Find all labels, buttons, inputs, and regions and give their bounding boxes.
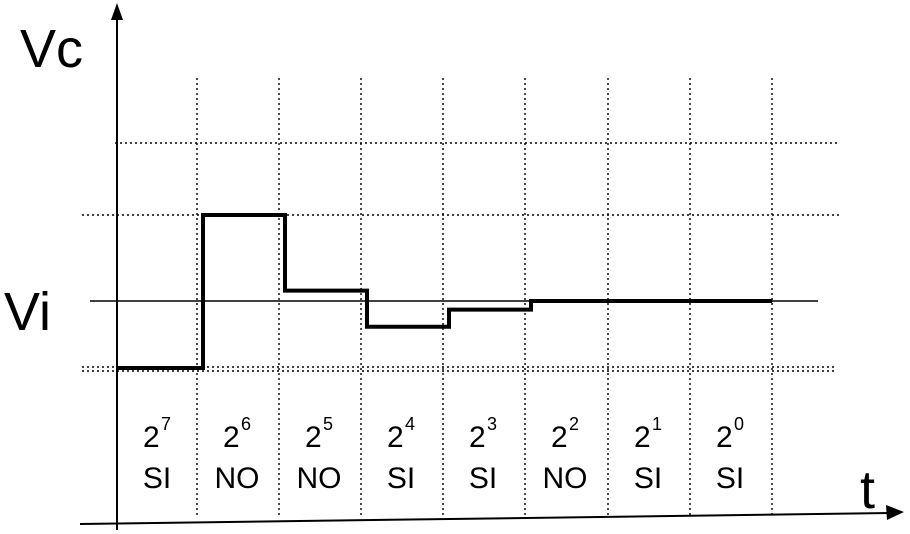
x-axis: [79, 512, 894, 525]
bit-weight-exponent: 5: [323, 414, 333, 434]
vertical-gridlines: [196, 78, 773, 518]
bit-decision: SI: [469, 462, 497, 495]
bit-decision: NO: [543, 462, 588, 495]
bit-weight-exponent: 1: [652, 414, 662, 434]
bit-weight-exponent: 6: [241, 414, 251, 434]
bit-label-5: 2 2 NO: [543, 414, 588, 495]
bit-weight-exponent: 3: [487, 414, 497, 434]
reference-voltage-label: Vi: [4, 282, 51, 342]
bit-weight-base: 2: [634, 421, 651, 454]
bit-decision: SI: [387, 462, 415, 495]
bit-decision: SI: [716, 462, 744, 495]
x-axis-arrowhead: [886, 505, 904, 520]
x-axis-label: t: [860, 460, 875, 520]
bit-weight-base: 2: [143, 421, 160, 454]
bit-decision: NO: [297, 462, 342, 495]
bit-weight-base: 2: [387, 421, 404, 454]
y-axis-label: Vc: [20, 19, 83, 79]
bit-weight-exponent: 2: [569, 414, 579, 434]
bit-label-4: 2 3 SI: [469, 414, 497, 495]
bit-weight-exponent: 0: [734, 414, 744, 434]
bit-decision: SI: [634, 462, 662, 495]
y-axis-arrowhead: [111, 3, 123, 20]
bit-weight-base: 2: [551, 421, 568, 454]
bit-label-2: 2 5 NO: [297, 414, 342, 495]
bit-label-6: 2 1 SI: [634, 414, 662, 495]
bit-label-1: 2 6 NO: [215, 414, 260, 495]
bit-decision: NO: [215, 462, 260, 495]
bit-weight-exponent: 7: [161, 414, 171, 434]
bit-label-3: 2 4 SI: [387, 414, 415, 495]
bit-weight-base: 2: [469, 421, 486, 454]
bit-label-7: 2 0 SI: [716, 414, 744, 495]
bit-decision: SI: [143, 462, 171, 495]
horizontal-gridlines: [82, 142, 840, 372]
bit-weight-base: 2: [223, 421, 240, 454]
bit-weight-base: 2: [305, 421, 322, 454]
bit-weight-base: 2: [716, 421, 733, 454]
bit-weight-exponent: 4: [405, 414, 415, 434]
bit-label-0: 2 7 SI: [143, 414, 171, 495]
comparator-voltage-waveform: [117, 213, 772, 370]
